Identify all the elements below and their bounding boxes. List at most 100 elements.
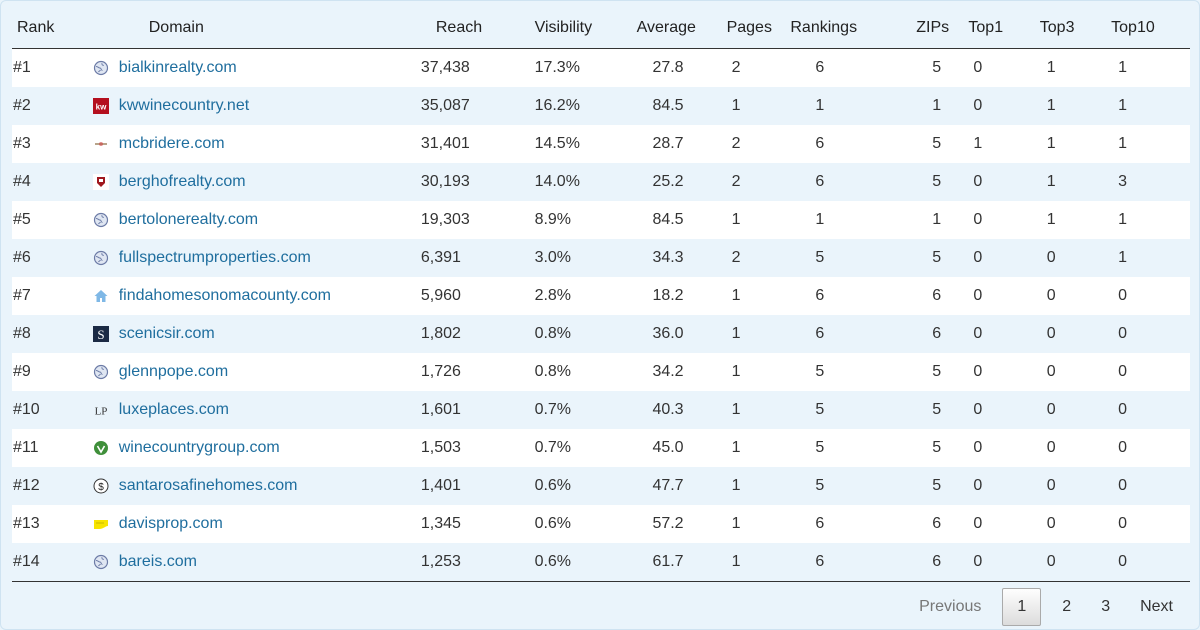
cell-rank: #11 bbox=[12, 429, 93, 467]
next-page-button[interactable]: Next bbox=[1140, 598, 1173, 615]
header-top3[interactable]: Top3 bbox=[1038, 8, 1110, 49]
cell-zips: 1 bbox=[904, 87, 969, 125]
table-header-row: Rank Domain Reach Visibility Average Pag… bbox=[12, 8, 1190, 49]
cell-zips: 5 bbox=[904, 429, 969, 467]
cell-reach: 35,087 bbox=[420, 87, 530, 125]
cell-pages: 2 bbox=[707, 48, 791, 87]
cell-average: 45.0 bbox=[620, 429, 708, 467]
cell-top1: 0 bbox=[968, 429, 1039, 467]
cell-top10: 0 bbox=[1109, 429, 1190, 467]
cell-zips: 5 bbox=[904, 239, 969, 277]
cell-top1: 0 bbox=[968, 543, 1039, 582]
cell-rank: #13 bbox=[12, 505, 93, 543]
cell-reach: 1,345 bbox=[420, 505, 530, 543]
cell-visibility: 0.7% bbox=[529, 391, 621, 429]
cell-top1: 0 bbox=[968, 315, 1039, 353]
cell-top10: 0 bbox=[1109, 391, 1190, 429]
domain-link[interactable]: glennpope.com bbox=[118, 363, 229, 380]
cell-visibility: 14.5% bbox=[529, 125, 621, 163]
domain-link[interactable]: winecountrygroup.com bbox=[118, 439, 280, 456]
cell-domain: winecountrygroup.com bbox=[92, 429, 421, 467]
mcbride-logo-icon bbox=[92, 136, 109, 152]
cell-pages: 1 bbox=[707, 543, 791, 582]
house-icon bbox=[93, 288, 109, 304]
table-row: #10 LP luxeplaces.com 1,601 0.7% 40.3 1 5 5 0 0 0 bbox=[12, 391, 1190, 429]
table-row: #4 berghofrealty.com 30,193 14.0% 25.2 2 6 5 0 1 3 bbox=[12, 163, 1190, 201]
page-3-button[interactable]: 3 bbox=[1101, 598, 1111, 615]
header-rank[interactable]: Rank bbox=[12, 8, 93, 49]
header-domain[interactable]: Domain bbox=[92, 8, 421, 49]
cell-visibility: 0.7% bbox=[529, 429, 621, 467]
header-top1[interactable]: Top1 bbox=[968, 8, 1039, 49]
domain-link[interactable]: scenicsir.com bbox=[118, 325, 215, 342]
previous-page-button[interactable]: Previous bbox=[919, 598, 982, 615]
domain-link[interactable]: findahomesonomacounty.com bbox=[118, 287, 331, 304]
cell-visibility: 8.9% bbox=[529, 201, 621, 239]
cell-reach: 19,303 bbox=[420, 201, 530, 239]
cell-rank: #3 bbox=[12, 125, 93, 163]
cell-domain: kw kwwinecountry.net bbox=[92, 87, 421, 125]
cell-rankings: 6 bbox=[790, 163, 905, 201]
svg-text:LP: LP bbox=[94, 406, 107, 418]
svg-text:kw: kw bbox=[95, 103, 106, 112]
header-reach[interactable]: Reach bbox=[420, 8, 530, 49]
cell-average: 34.2 bbox=[620, 353, 708, 391]
cell-reach: 1,601 bbox=[420, 391, 530, 429]
cell-reach: 1,726 bbox=[420, 353, 530, 391]
cell-rank: #4 bbox=[12, 163, 93, 201]
domain-link[interactable]: davisprop.com bbox=[118, 515, 223, 532]
s-logo-icon: S bbox=[92, 326, 109, 342]
cell-visibility: 0.8% bbox=[529, 353, 621, 391]
cell-pages: 1 bbox=[707, 315, 791, 353]
cell-pages: 1 bbox=[707, 87, 791, 125]
domain-link[interactable]: bareis.com bbox=[118, 553, 197, 570]
header-pages[interactable]: Pages bbox=[707, 8, 791, 49]
header-rankings[interactable]: Rankings bbox=[790, 8, 905, 49]
cell-reach: 6,391 bbox=[420, 239, 530, 277]
domain-link[interactable]: kwwinecountry.net bbox=[118, 97, 250, 114]
table-row: #9 glennpope.com 1,726 0.8% 34.2 1 5 5 0 0 0 bbox=[12, 353, 1190, 391]
cell-zips: 6 bbox=[904, 277, 969, 315]
domain-link[interactable]: fullspectrumproperties.com bbox=[118, 249, 311, 266]
cell-reach: 1,802 bbox=[420, 315, 530, 353]
cell-rankings: 5 bbox=[790, 467, 905, 505]
cell-top10: 0 bbox=[1109, 467, 1190, 505]
cell-visibility: 0.6% bbox=[529, 467, 621, 505]
cell-average: 47.7 bbox=[620, 467, 708, 505]
cell-visibility: 0.6% bbox=[529, 543, 621, 582]
header-visibility[interactable]: Visibility bbox=[529, 8, 621, 49]
cell-top10: 1 bbox=[1109, 125, 1190, 163]
domain-link[interactable]: mcbridere.com bbox=[118, 135, 225, 152]
cell-domain: bertolonerealty.com bbox=[92, 201, 421, 239]
table-body: #1 bialkinrealty.com 37,438 17.3% 27.8 2 6 5 0 1 1… bbox=[12, 48, 1190, 582]
cell-rankings: 1 bbox=[790, 87, 905, 125]
cell-average: 28.7 bbox=[620, 125, 708, 163]
globe-icon bbox=[93, 250, 109, 266]
cell-rankings: 6 bbox=[790, 125, 905, 163]
cell-rank: #2 bbox=[12, 87, 93, 125]
page-2-button[interactable]: 2 bbox=[1062, 598, 1072, 615]
cell-pages: 1 bbox=[707, 505, 791, 543]
header-average[interactable]: Average bbox=[620, 8, 708, 49]
cell-pages: 2 bbox=[707, 239, 791, 277]
cell-top10: 0 bbox=[1109, 505, 1190, 543]
domain-link[interactable]: berghofrealty.com bbox=[118, 173, 246, 190]
header-zips[interactable]: ZIPs bbox=[904, 8, 969, 49]
domain-link[interactable]: santarosafinehomes.com bbox=[118, 477, 298, 494]
page-1-button[interactable]: 1 bbox=[1002, 588, 1042, 626]
cell-visibility: 2.8% bbox=[529, 277, 621, 315]
header-top10[interactable]: Top10 bbox=[1109, 8, 1190, 49]
cell-reach: 37,438 bbox=[420, 48, 530, 87]
cell-top3: 1 bbox=[1038, 163, 1110, 201]
domain-link[interactable]: bialkinrealty.com bbox=[118, 59, 237, 76]
cell-top3: 0 bbox=[1038, 467, 1110, 505]
table-row: #2 kw kwwinecountry.net 35,087 16.2% 84.5 1 1 1 0… bbox=[12, 87, 1190, 125]
cell-top3: 0 bbox=[1038, 429, 1110, 467]
table-row: #5 bertolonerealty.com 19,303 8.9% 84.5 1 1 1 0 1… bbox=[12, 201, 1190, 239]
domain-link[interactable]: bertolonerealty.com bbox=[118, 211, 259, 228]
cell-domain: $ santarosafinehomes.com bbox=[92, 467, 421, 505]
domain-link[interactable]: luxeplaces.com bbox=[118, 401, 230, 418]
cell-rank: #7 bbox=[12, 277, 93, 315]
